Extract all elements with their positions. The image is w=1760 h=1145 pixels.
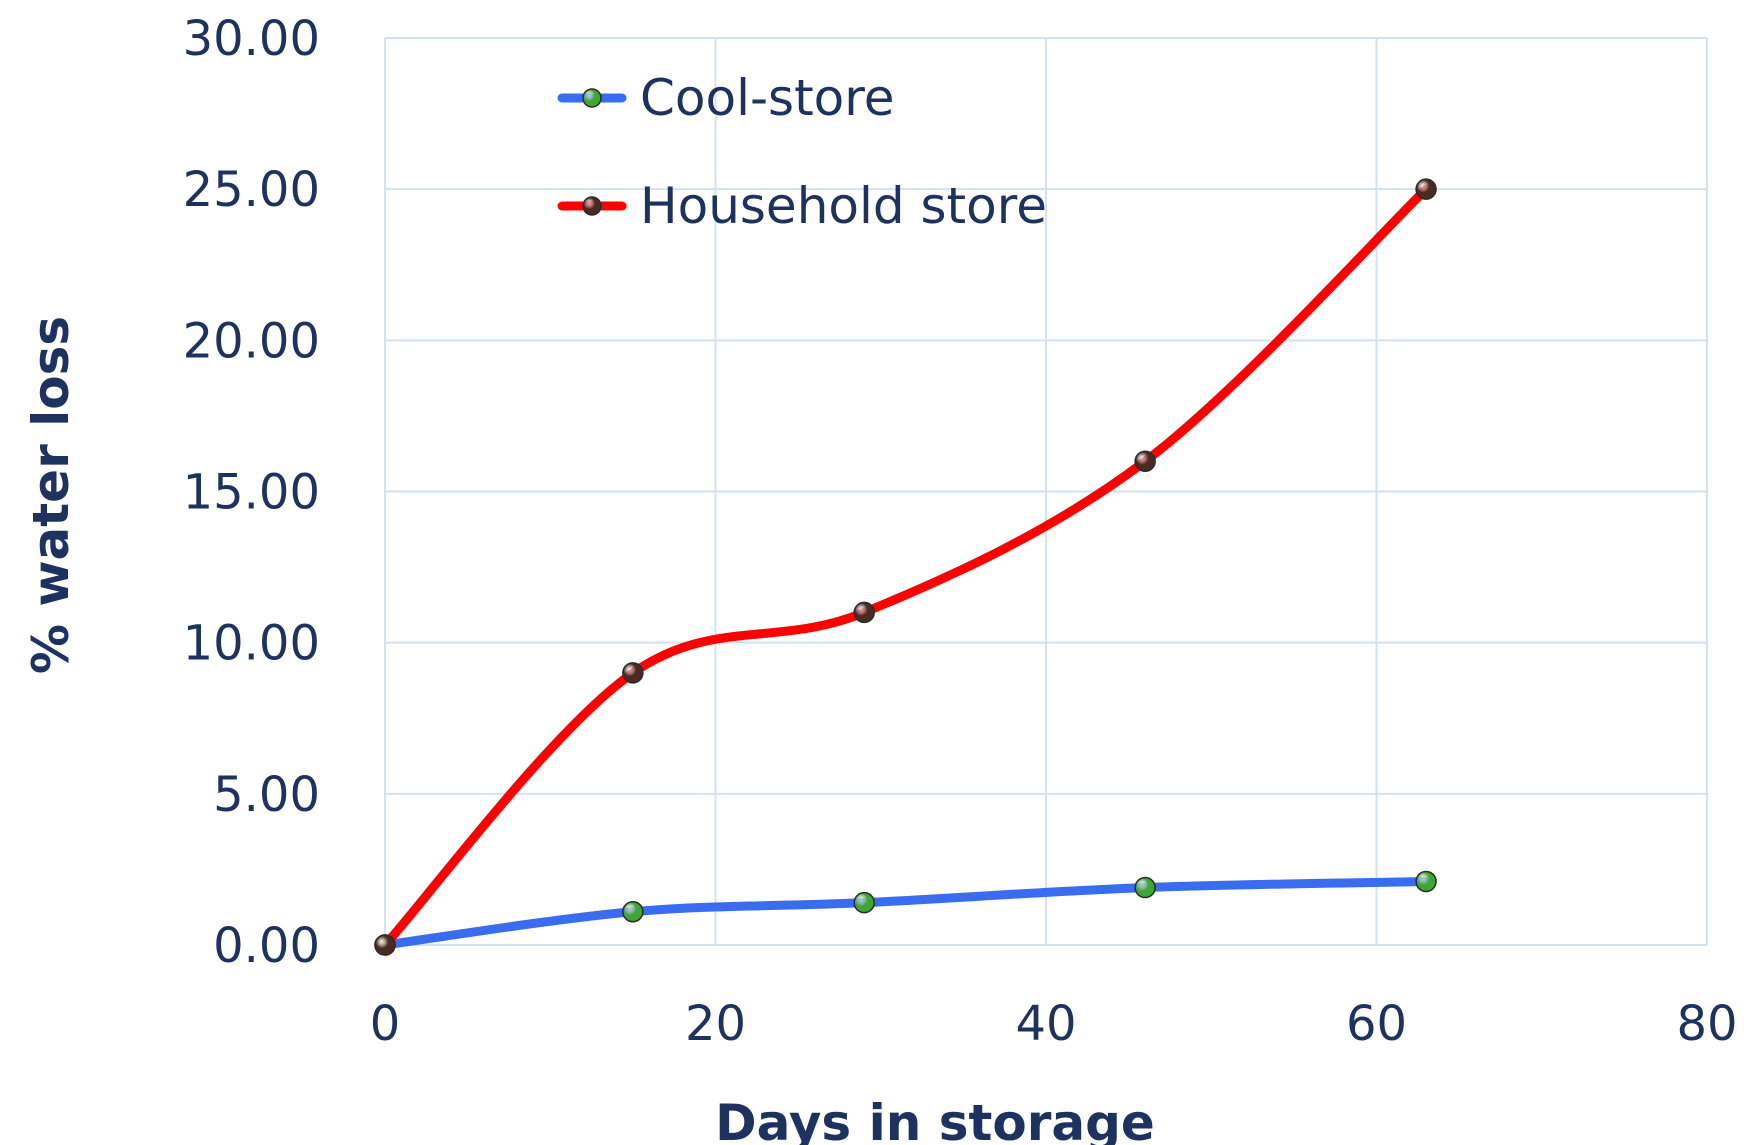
y-tick-label: 25.00 bbox=[183, 162, 320, 218]
series-lines bbox=[380, 184, 1431, 950]
series-line-household-store bbox=[380, 184, 1431, 950]
y-tick-label: 20.00 bbox=[183, 313, 320, 369]
x-tick-label: 60 bbox=[1346, 996, 1407, 1052]
y-tick-label: 15.00 bbox=[183, 465, 320, 521]
y-tick-label: 5.00 bbox=[213, 767, 320, 823]
data-point-cool-store bbox=[853, 891, 875, 914]
data-point-household-store bbox=[1134, 450, 1156, 473]
data-point-cool-store bbox=[622, 900, 644, 923]
x-tick-label: 40 bbox=[1015, 996, 1076, 1052]
y-axis-ticks: 0.00 5.00 10.00 15.00 20.00 25.00 30.00 bbox=[183, 11, 320, 974]
legend-label-household-store: Household store bbox=[640, 177, 1047, 235]
y-axis-title: % water loss bbox=[22, 316, 80, 674]
y-tick-label: 10.00 bbox=[183, 616, 320, 672]
data-point-household-store bbox=[1415, 178, 1437, 200]
data-point-household-store bbox=[374, 934, 396, 956]
y-tick-label: 0.00 bbox=[213, 918, 320, 974]
series-line-cool-store bbox=[380, 877, 1431, 950]
data-point-household-store bbox=[853, 601, 875, 624]
y-tick-label: 30.00 bbox=[183, 11, 320, 67]
legend-marker-cool-store bbox=[582, 88, 602, 108]
x-tick-label: 0 bbox=[370, 996, 401, 1052]
x-axis-ticks: 0 20 40 60 80 bbox=[370, 996, 1738, 1052]
data-point-cool-store bbox=[1134, 876, 1156, 899]
x-tick-label: 80 bbox=[1676, 996, 1737, 1052]
data-point-cool-store bbox=[1415, 870, 1437, 893]
chart-grid bbox=[384, 37, 1708, 946]
data-point-household-store bbox=[622, 662, 644, 684]
legend-marker-household-store bbox=[582, 196, 602, 216]
x-axis-title: Days in storage bbox=[715, 1094, 1155, 1145]
x-tick-label: 20 bbox=[685, 996, 746, 1052]
legend-label-cool-store: Cool-store bbox=[640, 69, 895, 127]
legend: Cool-store Household store bbox=[557, 69, 1047, 235]
series-markers bbox=[374, 178, 1437, 956]
